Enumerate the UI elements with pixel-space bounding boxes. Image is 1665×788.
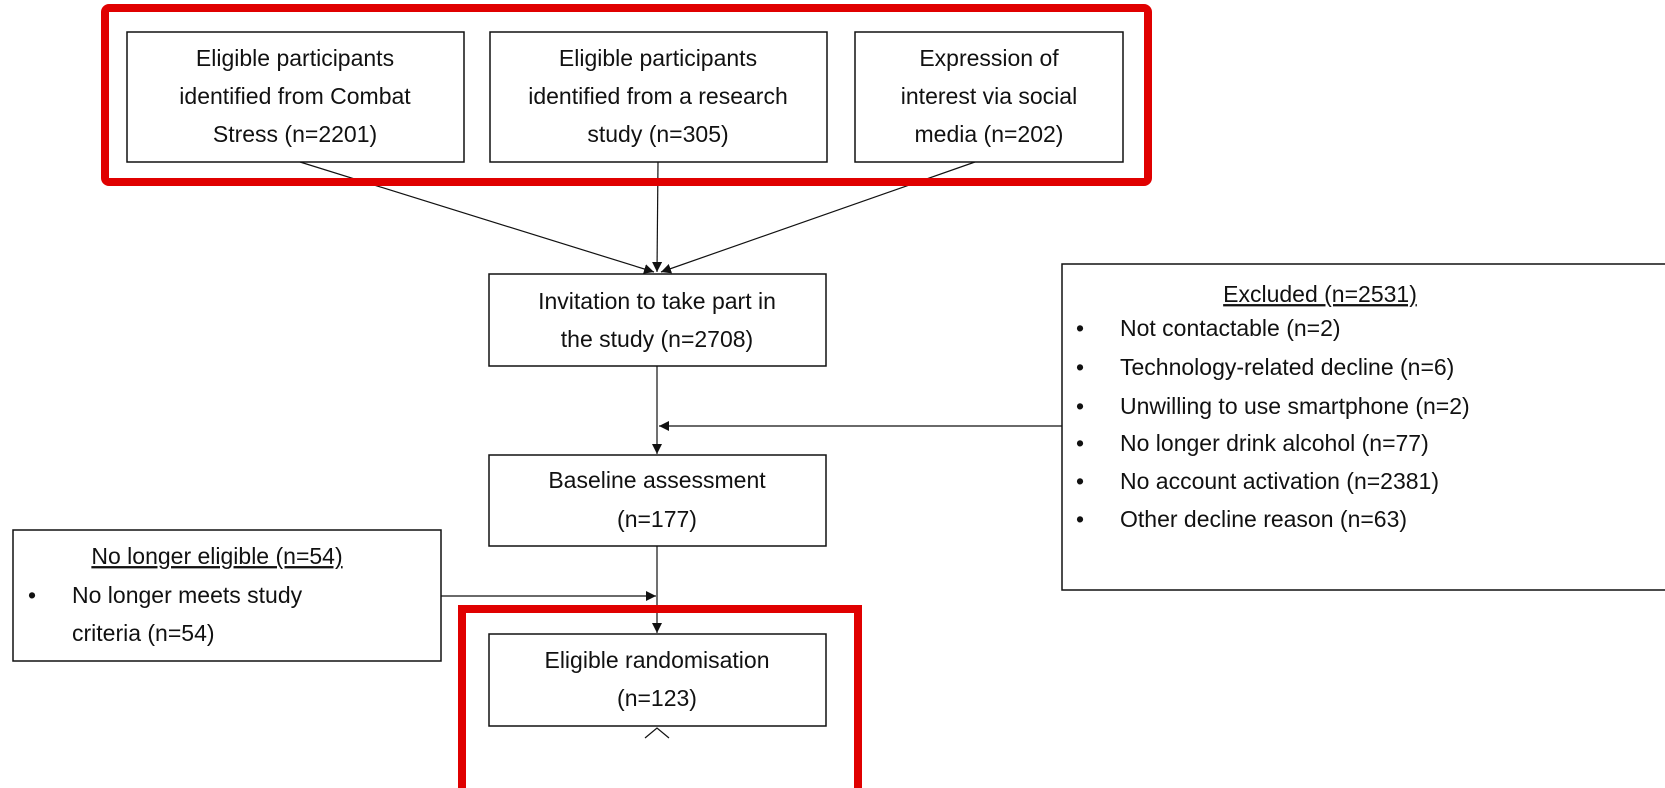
box-text: identified from a research <box>528 83 788 109</box>
box-text: Eligible participants <box>196 45 394 71</box>
box-text: the study (n=2708) <box>561 326 753 352</box>
box-text: Eligible participants <box>559 45 757 71</box>
source-box <box>126 31 465 163</box>
bullet: • <box>1076 315 1084 341</box>
ineligible-title: No longer eligible (n=54) <box>91 543 342 569</box>
box-text: Invitation to take part in <box>538 288 776 314</box>
excluded-item: Unwilling to use smartphone (n=2) <box>1120 393 1470 419</box>
bullet: • <box>28 582 36 608</box>
excluded-item: No longer drink alcohol (n=77) <box>1120 430 1429 456</box>
source-box <box>489 31 828 163</box>
excluded-item: Not contactable (n=2) <box>1120 315 1341 341</box>
box-text: (n=177) <box>617 506 697 532</box>
excluded-title: Excluded (n=2531) <box>1223 281 1417 307</box>
box-text: Expression of <box>919 45 1059 71</box>
ineligible-item: No longer meets study <box>72 582 303 608</box>
excluded-item: Other decline reason (n=63) <box>1120 506 1407 532</box>
box-text: media (n=202) <box>915 121 1064 147</box>
box-text: Eligible randomisation <box>544 647 769 673</box>
bullet: • <box>1076 354 1084 380</box>
excluded-item: Technology-related decline (n=6) <box>1120 354 1454 380</box>
highlight <box>101 4 1152 186</box>
source-box <box>854 31 1124 163</box>
box-text: identified from Combat <box>179 83 411 109</box>
highlight <box>458 605 862 788</box>
box-text: (n=123) <box>617 685 697 711</box>
randomisation-box <box>488 633 827 727</box>
bullet: • <box>1076 468 1084 494</box>
invitation-box <box>488 273 827 367</box>
box-text: interest via social <box>901 83 1077 109</box>
box-text: Baseline assessment <box>548 467 766 493</box>
baseline-box <box>488 454 827 547</box>
ineligible-box <box>12 529 442 662</box>
ineligible-item: criteria (n=54) <box>72 620 215 646</box>
box-text: study (n=305) <box>587 121 728 147</box>
excluded-item: No account activation (n=2381) <box>1120 468 1439 494</box>
arrow-stub <box>644 727 670 739</box>
bullet: • <box>1076 393 1084 419</box>
excluded-box <box>1061 263 1665 591</box>
bullet: • <box>1076 506 1084 532</box>
box-text: Stress (n=2201) <box>213 121 377 147</box>
bullet: • <box>1076 430 1084 456</box>
